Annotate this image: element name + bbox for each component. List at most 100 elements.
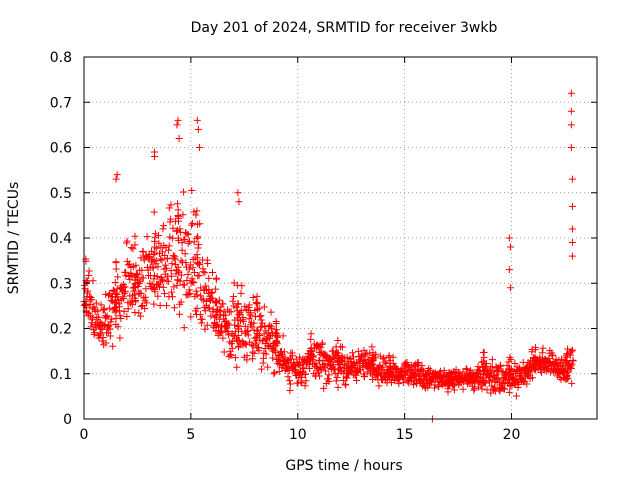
data-point bbox=[413, 380, 421, 388]
data-point bbox=[104, 322, 112, 330]
data-point bbox=[82, 297, 90, 305]
data-point bbox=[234, 189, 242, 197]
data-point bbox=[100, 305, 108, 313]
data-point bbox=[143, 299, 151, 307]
data-point bbox=[112, 265, 120, 273]
data-point bbox=[168, 288, 176, 296]
data-point bbox=[568, 252, 576, 260]
data-point bbox=[204, 260, 212, 268]
data-point bbox=[94, 307, 102, 315]
data-point bbox=[342, 381, 350, 389]
data-point bbox=[567, 121, 575, 129]
data-point bbox=[112, 289, 120, 297]
data-point bbox=[90, 330, 98, 338]
data-point bbox=[568, 347, 576, 355]
data-point bbox=[342, 373, 350, 381]
data-point bbox=[255, 347, 263, 355]
data-point bbox=[362, 350, 370, 358]
data-point bbox=[106, 325, 114, 333]
data-point bbox=[181, 235, 189, 243]
data-point bbox=[410, 381, 418, 389]
data-point bbox=[140, 294, 148, 302]
data-point bbox=[105, 321, 113, 329]
data-point bbox=[113, 285, 121, 293]
data-point bbox=[174, 200, 182, 208]
data-point bbox=[154, 292, 162, 300]
data-point bbox=[307, 335, 315, 343]
data-point bbox=[136, 278, 144, 286]
data-point bbox=[375, 382, 383, 390]
data-point bbox=[266, 335, 274, 343]
data-point bbox=[120, 307, 128, 315]
data-point bbox=[150, 275, 158, 283]
data-point bbox=[193, 234, 201, 242]
data-point bbox=[497, 361, 505, 369]
data-point bbox=[180, 324, 188, 332]
data-point bbox=[336, 365, 344, 373]
data-point bbox=[255, 304, 263, 312]
data-point bbox=[267, 323, 275, 331]
data-point bbox=[196, 311, 204, 319]
data-point bbox=[168, 272, 176, 280]
data-point bbox=[302, 370, 310, 378]
x-tick-label: 0 bbox=[80, 427, 89, 443]
data-point bbox=[334, 383, 342, 391]
data-point bbox=[403, 359, 411, 367]
data-point bbox=[376, 362, 384, 370]
data-point bbox=[180, 281, 188, 289]
data-point bbox=[170, 283, 178, 291]
data-point bbox=[182, 259, 190, 267]
data-point bbox=[127, 244, 135, 252]
data-point bbox=[116, 334, 124, 342]
data-point bbox=[488, 356, 496, 364]
data-point bbox=[185, 265, 193, 273]
data-point bbox=[174, 116, 182, 124]
data-point bbox=[205, 304, 213, 312]
data-point bbox=[568, 239, 576, 247]
data-point bbox=[151, 284, 159, 292]
data-point bbox=[174, 276, 182, 284]
data-point bbox=[174, 206, 182, 214]
data-point bbox=[568, 225, 576, 233]
data-point bbox=[177, 271, 185, 279]
data-point bbox=[111, 308, 119, 316]
data-point bbox=[145, 252, 153, 260]
data-point bbox=[567, 144, 575, 151]
data-point bbox=[369, 367, 377, 375]
data-point bbox=[505, 358, 513, 366]
y-axis-title: SRMTID / TECUs bbox=[6, 182, 22, 295]
data-point bbox=[114, 323, 122, 331]
data-point bbox=[138, 266, 146, 274]
data-point bbox=[123, 237, 131, 245]
data-point bbox=[506, 370, 514, 378]
data-point bbox=[156, 301, 164, 309]
data-point bbox=[155, 250, 163, 258]
data-point bbox=[568, 346, 576, 354]
data-point bbox=[273, 332, 281, 340]
data-point bbox=[450, 386, 458, 394]
data-point bbox=[247, 311, 255, 319]
data-point bbox=[190, 269, 198, 277]
data-point bbox=[334, 336, 342, 344]
data-point bbox=[183, 277, 191, 285]
data-point bbox=[208, 294, 216, 302]
data-point bbox=[506, 284, 514, 292]
data-point bbox=[315, 372, 323, 380]
data-point bbox=[343, 374, 351, 382]
data-point bbox=[353, 376, 361, 384]
data-point bbox=[463, 366, 471, 374]
data-point bbox=[318, 339, 326, 347]
data-point bbox=[430, 384, 438, 392]
data-point bbox=[122, 272, 130, 280]
data-point bbox=[116, 303, 124, 311]
data-point bbox=[249, 348, 257, 356]
data-point bbox=[379, 363, 387, 371]
data-point bbox=[114, 273, 122, 281]
data-point bbox=[194, 244, 202, 252]
y-tick-label: 0.6 bbox=[50, 141, 72, 157]
data-point bbox=[272, 319, 280, 327]
data-point bbox=[312, 359, 320, 367]
data-point bbox=[125, 260, 133, 268]
data-point bbox=[262, 350, 270, 358]
data-point bbox=[501, 385, 509, 393]
